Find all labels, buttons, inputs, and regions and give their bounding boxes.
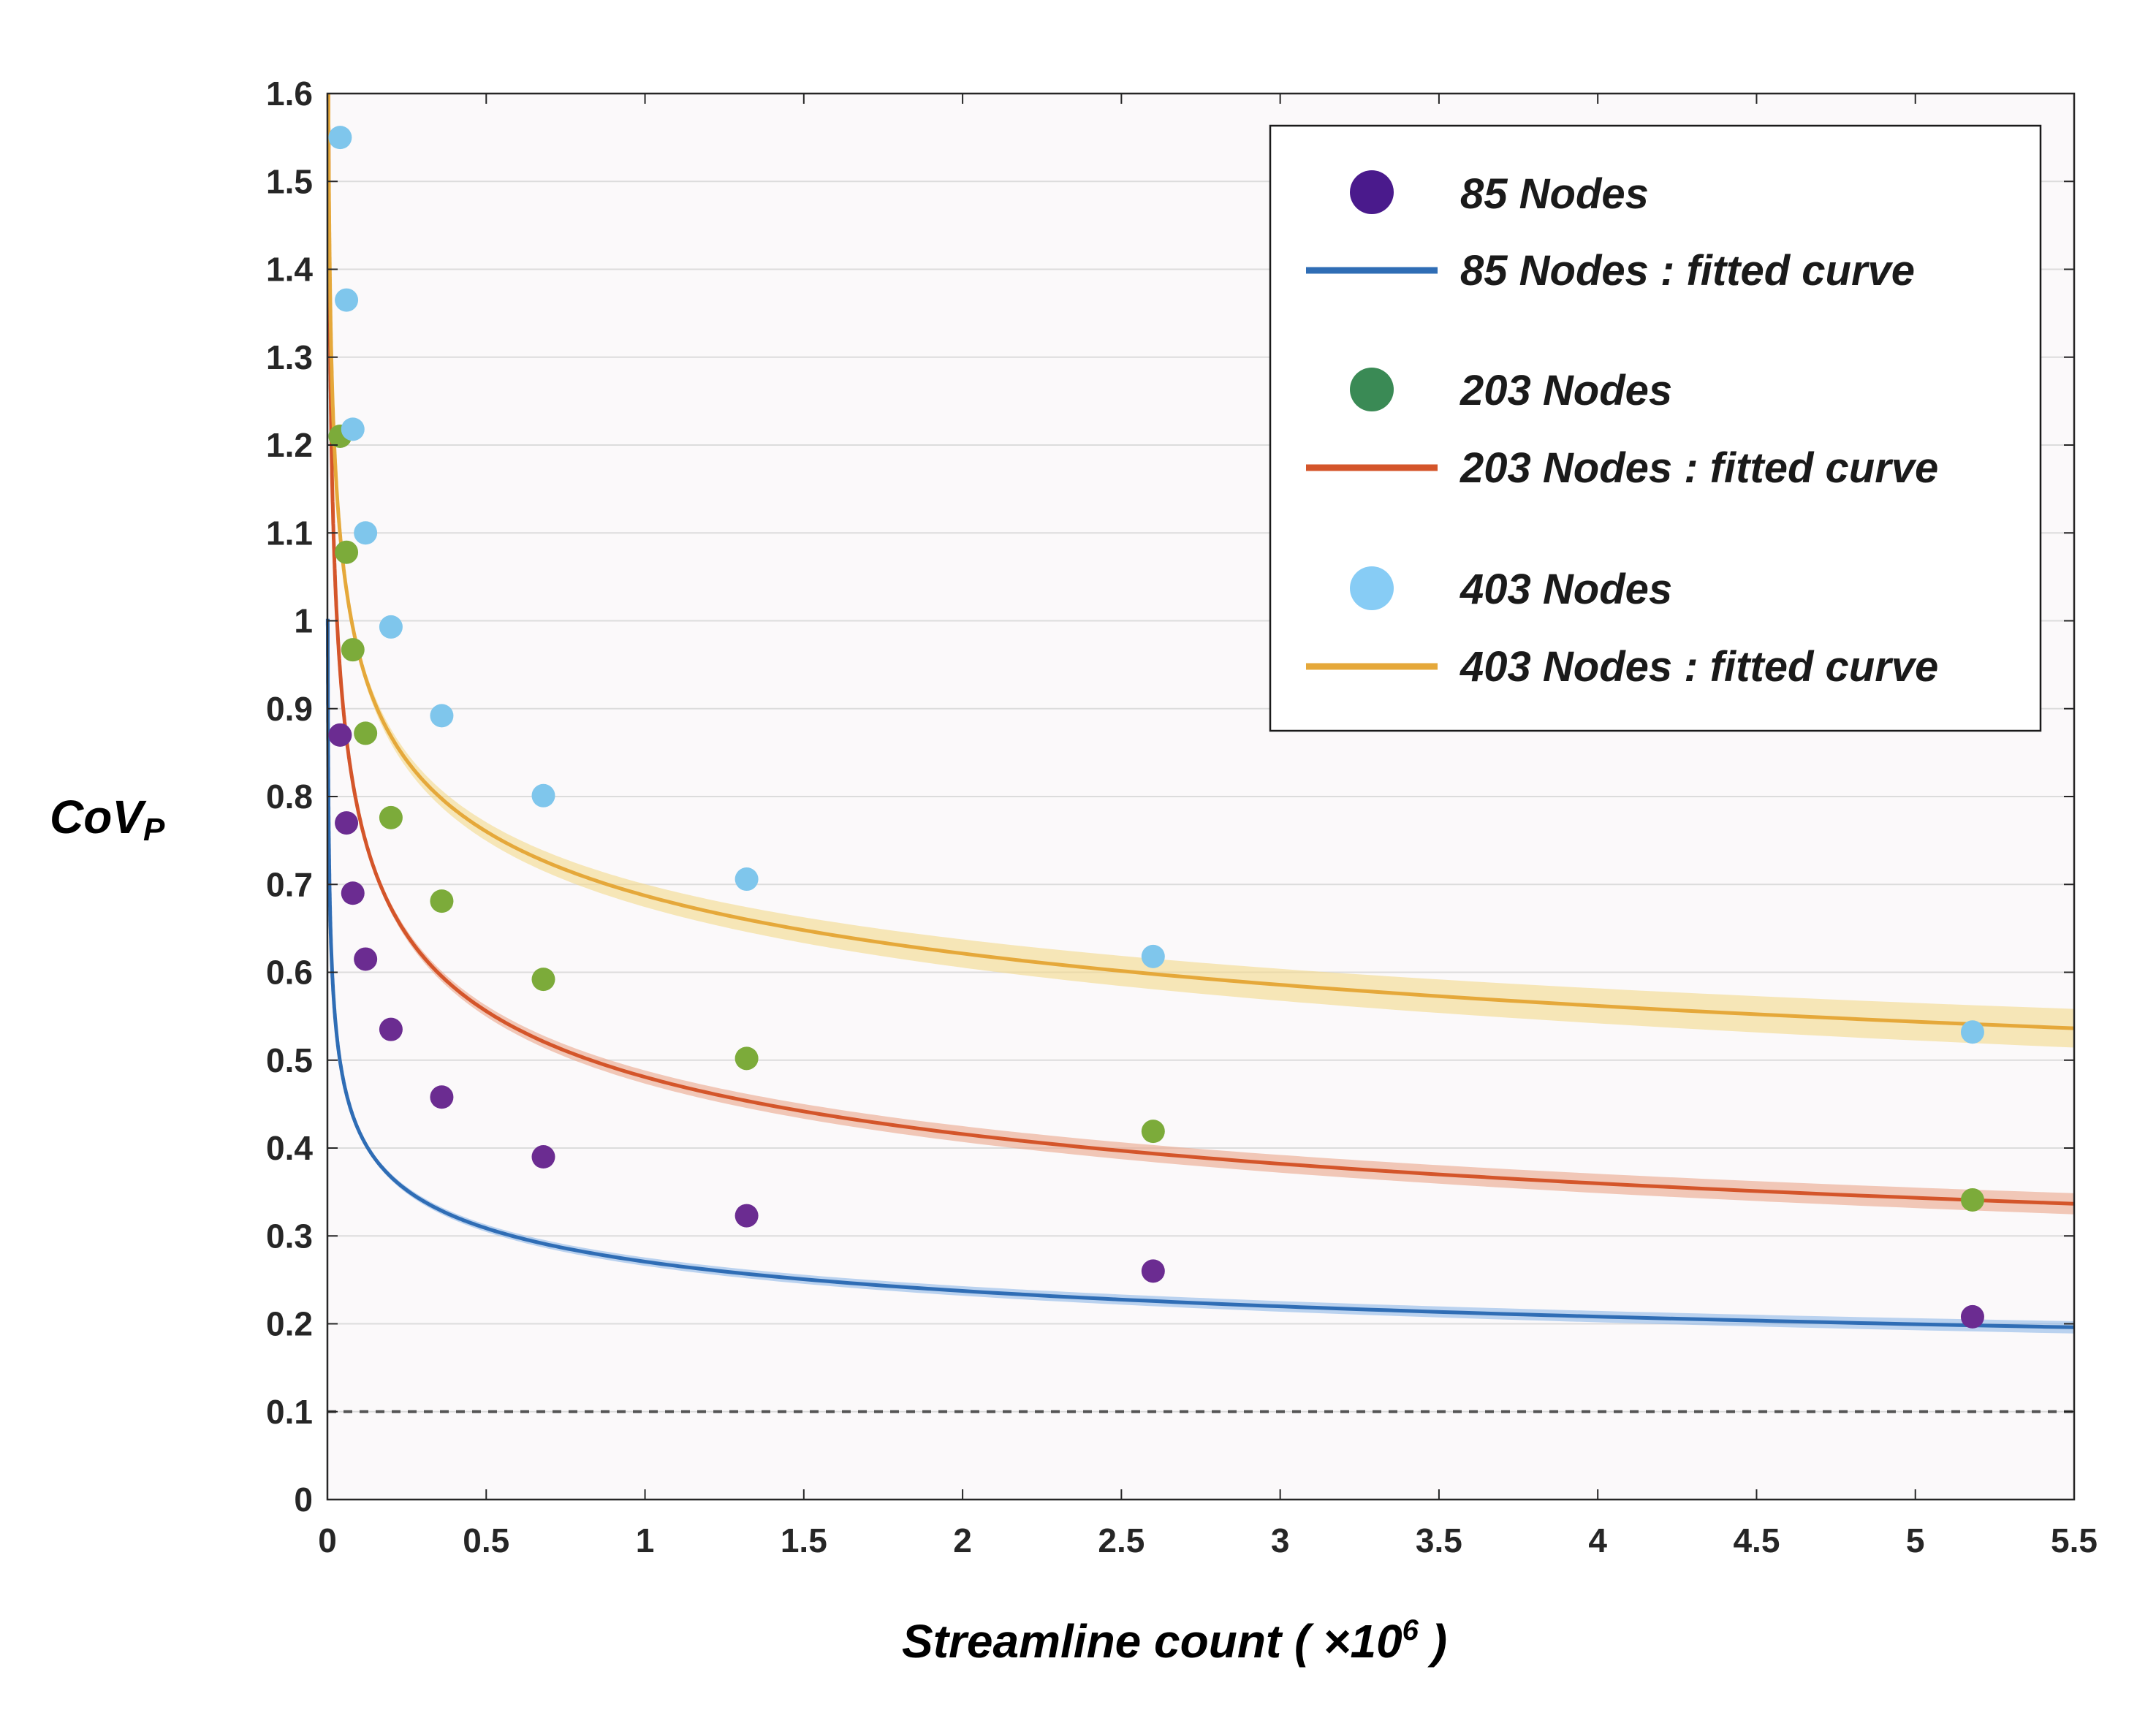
data-point-85-nodes-7 xyxy=(735,1204,759,1228)
data-point-403-nodes-1 xyxy=(335,288,359,312)
data-point-85-nodes-5 xyxy=(430,1085,454,1109)
data-point-403-nodes-2 xyxy=(341,417,365,441)
legend-label-85-nodes: 85 Nodes xyxy=(1460,170,1649,218)
x-tick-label-3-5: 3.5 xyxy=(1416,1521,1462,1559)
data-point-85-nodes-4 xyxy=(379,1017,403,1041)
y-tick-label-0-2: 0.2 xyxy=(266,1305,313,1343)
data-point-403-nodes-6 xyxy=(531,783,555,808)
y-axis-title: CoVP xyxy=(50,791,165,848)
y-tick-label-1-4: 1.4 xyxy=(266,251,313,289)
data-point-85-nodes-1 xyxy=(335,811,359,835)
legend-marker-85-nodes xyxy=(1350,170,1394,214)
y-tick-label-0-5: 0.5 xyxy=(266,1041,313,1079)
y-tick-label-0-9: 0.9 xyxy=(266,690,313,728)
data-point-203-nodes-9 xyxy=(1960,1188,1984,1212)
x-tick-label-2-5: 2.5 xyxy=(1098,1521,1145,1559)
data-point-403-nodes-7 xyxy=(735,867,759,892)
legend: 85 Nodes 85 Nodes : fitted curve 203 Nod… xyxy=(1269,124,2042,732)
data-point-85-nodes-8 xyxy=(1141,1259,1165,1283)
legend-marker-203-nodes xyxy=(1350,368,1394,411)
data-points xyxy=(328,126,1984,1329)
x-tick-label-2: 2 xyxy=(953,1521,972,1559)
y-tick-label-1-1: 1.1 xyxy=(266,514,313,552)
data-point-203-nodes-2 xyxy=(341,638,365,662)
data-point-85-nodes-0 xyxy=(328,723,352,747)
x-tick-label-5: 5 xyxy=(1906,1521,1925,1559)
data-point-85-nodes-3 xyxy=(354,947,378,971)
data-point-85-nodes-9 xyxy=(1960,1304,1984,1329)
fitted-curve-203-nodes xyxy=(326,94,2075,1206)
data-point-203-nodes-3 xyxy=(354,721,378,745)
data-point-85-nodes-6 xyxy=(531,1145,555,1169)
fitted-curves xyxy=(325,94,2075,1329)
x-tick-label-3: 3 xyxy=(1271,1521,1290,1559)
x-axis-ticks: 0 0.5 1 1.5 2 2.5 3 3.5 4 4.5 5 5.5 xyxy=(318,94,2098,1559)
y-tick-label-0-3: 0.3 xyxy=(266,1217,313,1255)
y-tick-label-0-7: 0.7 xyxy=(266,865,313,903)
x-axis-title: Streamline count ( ×106 ) xyxy=(902,1614,1447,1668)
legend-label-403-nodes-fitted-curve: 403 Nodes : fitted curve xyxy=(1460,643,1938,691)
x-tick-label-1-5: 1.5 xyxy=(781,1521,827,1559)
x-tick-label-4-5: 4.5 xyxy=(1733,1521,1780,1559)
data-point-203-nodes-1 xyxy=(335,540,359,564)
x-tick-label-5-5: 5.5 xyxy=(2051,1521,2098,1559)
data-point-203-nodes-7 xyxy=(735,1046,759,1071)
y-tick-label-1-3: 1.3 xyxy=(266,338,313,376)
legend-marker-403-nodes xyxy=(1350,566,1394,610)
data-point-403-nodes-4 xyxy=(379,615,403,639)
y-tick-label-1-5: 1.5 xyxy=(266,162,313,200)
x-tick-label-0: 0 xyxy=(318,1521,337,1559)
legend-label-403-nodes: 403 Nodes xyxy=(1460,566,1672,613)
data-point-403-nodes-8 xyxy=(1141,944,1165,968)
data-point-85-nodes-2 xyxy=(341,881,365,905)
data-point-403-nodes-3 xyxy=(354,521,378,545)
data-point-203-nodes-8 xyxy=(1141,1120,1165,1144)
legend-label-203-nodes: 203 Nodes xyxy=(1460,367,1672,414)
fitted-curve-403-nodes xyxy=(326,94,2075,1030)
data-point-203-nodes-5 xyxy=(430,889,454,913)
legend-label-203-nodes-fitted-curve: 203 Nodes : fitted curve xyxy=(1460,444,1938,492)
y-tick-label-0-4: 0.4 xyxy=(266,1129,313,1167)
y-axis-ticks: 0 0.1 0.2 0.3 0.4 0.5 0.6 0.7 0.8 0.9 1 1.1 1.2 1.3 1.… xyxy=(266,75,2074,1519)
y-tick-label-0-8: 0.8 xyxy=(266,778,313,816)
data-point-403-nodes-5 xyxy=(430,704,454,728)
y-tick-label-0: 0 xyxy=(294,1481,313,1519)
fitted-curve-85-nodes xyxy=(325,618,2075,1329)
x-tick-label-0-5: 0.5 xyxy=(463,1521,509,1559)
x-tick-label-1: 1 xyxy=(636,1521,655,1559)
y-tick-label-1-2: 1.2 xyxy=(266,426,313,464)
data-point-203-nodes-4 xyxy=(379,805,403,829)
data-point-203-nodes-6 xyxy=(531,968,555,992)
y-tick-label-1-6: 1.6 xyxy=(266,75,313,113)
y-tick-label-0-1: 0.1 xyxy=(266,1393,313,1431)
data-point-403-nodes-0 xyxy=(328,126,352,150)
x-tick-label-4: 4 xyxy=(1588,1521,1607,1559)
legend-label-85-nodes-fitted-curve: 85 Nodes : fitted curve xyxy=(1460,247,1915,294)
y-tick-label-0-6: 0.6 xyxy=(266,954,313,992)
legend-box xyxy=(1269,124,2042,732)
data-point-403-nodes-9 xyxy=(1960,1020,1984,1044)
y-tick-label-1: 1 xyxy=(294,602,313,640)
